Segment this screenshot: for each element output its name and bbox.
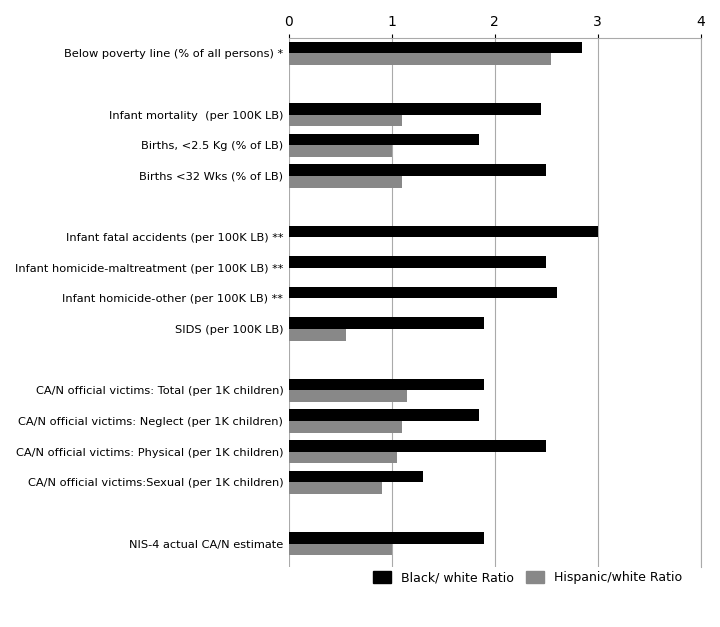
- Bar: [289, 440, 546, 451]
- Bar: [289, 544, 392, 556]
- Bar: [289, 134, 480, 145]
- Bar: [289, 391, 408, 402]
- Bar: [289, 42, 582, 53]
- Bar: [289, 53, 552, 65]
- Bar: [289, 532, 485, 544]
- Bar: [289, 421, 402, 433]
- Bar: [289, 379, 485, 391]
- Bar: [289, 409, 480, 421]
- Bar: [289, 164, 546, 176]
- Bar: [289, 115, 402, 126]
- Bar: [289, 329, 346, 341]
- Bar: [289, 451, 397, 463]
- Bar: [289, 256, 546, 268]
- Bar: [289, 482, 382, 494]
- Bar: [289, 287, 557, 298]
- Bar: [289, 471, 423, 482]
- Bar: [289, 103, 541, 115]
- Bar: [289, 226, 598, 237]
- Bar: [289, 317, 485, 329]
- Bar: [289, 176, 402, 187]
- Legend: Black/ white Ratio, Hispanic/white Ratio: Black/ white Ratio, Hispanic/white Ratio: [369, 566, 687, 589]
- Bar: [289, 145, 392, 157]
